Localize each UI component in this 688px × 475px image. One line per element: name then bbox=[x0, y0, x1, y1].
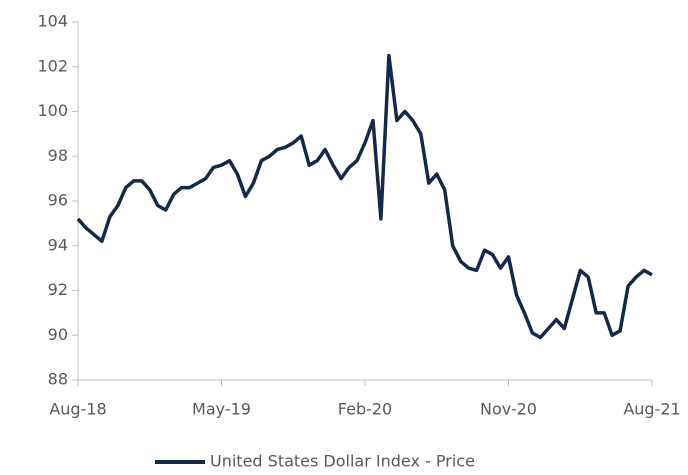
y-tick-label: 92 bbox=[48, 280, 68, 299]
x-tick-label: Feb-20 bbox=[338, 400, 392, 419]
x-tick-label: May-19 bbox=[192, 400, 251, 419]
x-tick-label: Aug-18 bbox=[49, 400, 106, 419]
legend-label: United States Dollar Index - Price bbox=[210, 452, 475, 471]
y-tick-label: 104 bbox=[37, 12, 68, 31]
y-tick-label: 94 bbox=[48, 235, 68, 254]
line bbox=[76, 53, 653, 340]
x-tick-label: Nov-20 bbox=[480, 400, 537, 419]
y-tick-label: 98 bbox=[48, 146, 68, 165]
y-tick-label: 96 bbox=[48, 191, 68, 210]
y-tick-label: 88 bbox=[48, 370, 68, 389]
x-tick-label: Aug-21 bbox=[623, 400, 680, 419]
y-tick-label: 90 bbox=[48, 325, 68, 344]
y-tick-label: 100 bbox=[37, 101, 68, 120]
y-tick-label: 102 bbox=[37, 56, 68, 75]
